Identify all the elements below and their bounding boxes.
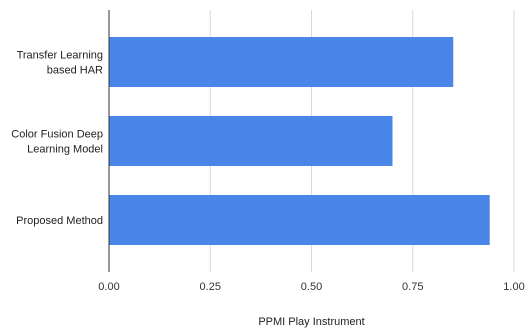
- category-label: Color Fusion Deep Learning Model: [11, 129, 103, 156]
- category-label-line: Transfer Learning: [17, 50, 103, 62]
- x-tick-label: 0.25: [200, 281, 221, 293]
- bar: [109, 116, 393, 166]
- x-axis-title: PPMI Play Instrument: [258, 316, 364, 328]
- category-label-line: based HAR: [47, 65, 103, 77]
- category-label: Proposed Method: [16, 215, 103, 227]
- x-tick-labels: 0.00 0.25 0.50 0.75 1.00: [98, 281, 524, 293]
- category-label-line: Proposed Method: [16, 215, 103, 227]
- x-tick-label: 0.00: [98, 281, 119, 293]
- bars: [109, 37, 490, 245]
- x-tick-label: 0.50: [301, 281, 322, 293]
- x-tick-label: 1.00: [503, 281, 524, 293]
- category-label-line: Color Fusion Deep: [11, 129, 103, 141]
- category-labels: Transfer Learning based HAR Color Fusion D…: [11, 50, 103, 228]
- x-tick-label: 0.75: [402, 281, 423, 293]
- category-label-line: Learning Model: [27, 144, 103, 156]
- bar: [109, 37, 454, 87]
- bar: [109, 195, 490, 245]
- category-label: Transfer Learning based HAR: [17, 50, 103, 77]
